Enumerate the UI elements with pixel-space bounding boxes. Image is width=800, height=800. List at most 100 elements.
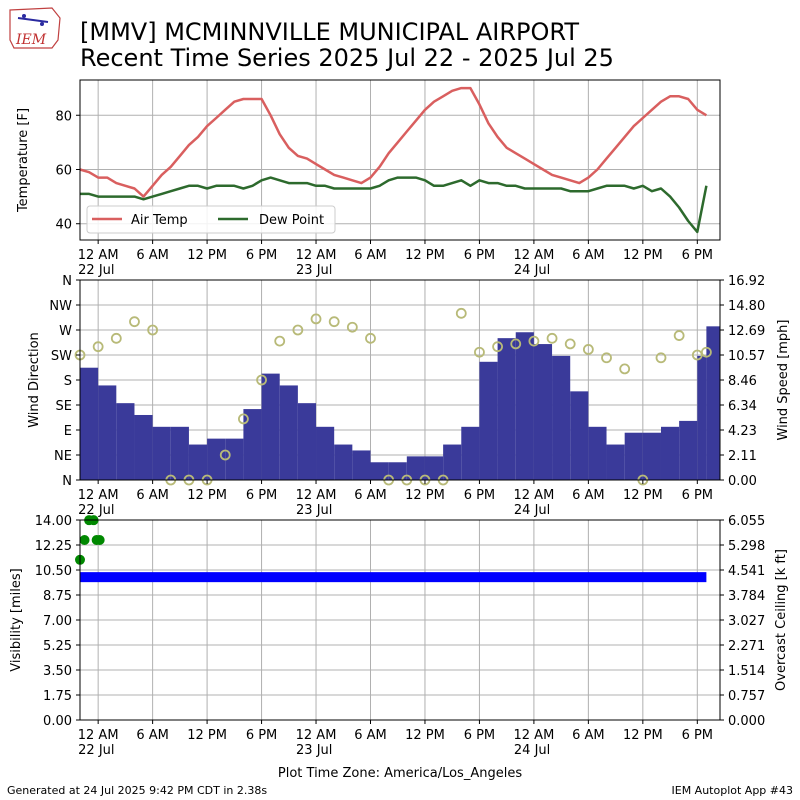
x-tick-label: 12 AM xyxy=(78,248,119,263)
speed-tick-label: 0.00 xyxy=(728,474,757,489)
wind-speed-bar xyxy=(706,326,720,480)
time-zone-xlabel: Plot Time Zone: America/Los_Angeles xyxy=(278,766,522,781)
x-tick-label: 12 PM xyxy=(405,248,445,263)
ceiling-tick-label: 6.055 xyxy=(728,514,765,529)
x-tick-label: 12 AM xyxy=(514,728,555,743)
visibility-tick-label: 5.25 xyxy=(43,639,72,654)
speed-tick-label: 8.46 xyxy=(728,374,757,389)
direction-tick-label: NW xyxy=(49,299,72,314)
direction-tick-label: N xyxy=(62,274,72,289)
direction-tick-label: NE xyxy=(54,449,72,464)
x-tick-label: 6 AM xyxy=(572,248,605,263)
wind-speed-bar xyxy=(588,426,607,480)
x-tick-label: 12 PM xyxy=(623,248,663,263)
visibility-tick-label: 12.25 xyxy=(35,539,72,554)
wind-speed-bar xyxy=(225,438,244,480)
wind-speed-bar xyxy=(243,409,262,480)
wind-speed-bar xyxy=(679,420,698,480)
wind-speed-bar xyxy=(424,456,444,480)
x-tick-label: 6 PM xyxy=(682,488,713,503)
ceiling-tick-label: 2.271 xyxy=(728,639,765,654)
wind-direction-marker xyxy=(310,313,322,325)
direction-tick-label: SW xyxy=(51,349,72,364)
x-date-label: 22 Jul xyxy=(78,503,114,518)
visibility-tick-label: 7.00 xyxy=(43,614,72,629)
speed-tick-label: 12.69 xyxy=(728,324,765,339)
x-tick-label: 6 AM xyxy=(354,488,387,503)
wind-direction-marker xyxy=(147,324,159,336)
x-tick-label: 12 PM xyxy=(405,728,445,743)
wind-direction-marker xyxy=(346,321,358,333)
wind-direction-marker xyxy=(328,316,340,328)
visibility-tick-label: 3.50 xyxy=(43,664,72,679)
visibility-tick-label: 0.00 xyxy=(43,714,72,729)
wind-direction-marker xyxy=(564,338,576,350)
x-date-label: 22 Jul xyxy=(78,743,114,758)
ceiling-tick-label: 4.541 xyxy=(728,564,765,579)
x-tick-label: 12 PM xyxy=(623,488,663,503)
wind-speed-bar xyxy=(316,426,335,480)
x-date-label: 22 Jul xyxy=(78,263,114,278)
x-tick-label: 6 AM xyxy=(572,728,605,743)
ceiling-tick-label: 0.757 xyxy=(728,689,765,704)
visibility-tick-label: 8.75 xyxy=(43,589,72,604)
x-tick-label: 6 AM xyxy=(136,488,169,503)
wind-speed-bar xyxy=(570,391,589,480)
x-tick-label: 12 AM xyxy=(78,728,119,743)
wind-direction-marker xyxy=(365,332,376,344)
wind-direction-marker xyxy=(601,352,612,364)
x-tick-label: 12 PM xyxy=(187,248,227,263)
wind-direction-marker xyxy=(110,332,122,344)
ceiling-tick-label: 3.784 xyxy=(728,589,765,604)
x-tick-label: 6 PM xyxy=(246,488,277,503)
x-tick-label: 12 PM xyxy=(405,488,445,503)
wind-direction-marker xyxy=(528,335,540,347)
wind-speed-bar xyxy=(406,456,425,480)
wind-speed-bar xyxy=(334,444,353,480)
wind-speed-bar xyxy=(606,444,625,480)
speed-tick-label: 16.92 xyxy=(728,274,765,289)
ceiling-tick-label: 0.000 xyxy=(728,714,765,729)
ceiling-tick-label: 1.514 xyxy=(728,664,765,679)
direction-tick-label: N xyxy=(62,474,72,489)
wind-speed-bar xyxy=(352,450,371,480)
x-date-label: 23 Jul xyxy=(296,263,332,278)
wind-direction-marker xyxy=(582,344,594,355)
wind-direction-ylabel: Wind Direction xyxy=(27,332,42,428)
wind-speed-bar xyxy=(80,367,99,480)
iem-logo: IEM xyxy=(9,7,61,49)
wind-panel: N NE E SE S SW W NW N 0.00 2.11 4.23 6.34 8.46 10.57 1… xyxy=(27,274,791,518)
x-date-label: 23 Jul xyxy=(296,503,332,518)
x-tick-label: 6 PM xyxy=(464,728,495,743)
direction-tick-label: SE xyxy=(56,399,72,414)
wind-speed-bar xyxy=(188,444,208,480)
x-tick-label: 6 AM xyxy=(354,248,387,263)
temperature-ylabel: Temperature [F] xyxy=(16,108,31,213)
x-tick-label: 6 PM xyxy=(682,248,713,263)
x-tick-label: 12 AM xyxy=(514,248,555,263)
legend-box xyxy=(86,205,336,234)
title-line-1: [MMV] MCMINNVILLE MUNICIPAL AIRPORT xyxy=(80,18,579,46)
logo-text: IEM xyxy=(15,32,47,48)
x-tick-label: 6 PM xyxy=(464,488,495,503)
wind-direction-marker xyxy=(292,324,304,336)
temperature-axes-frame xyxy=(79,79,721,241)
wind-speed-ylabel: Wind Speed [mph] xyxy=(776,320,791,441)
x-tick-label: 12 PM xyxy=(187,488,227,503)
wind-direction-marker xyxy=(474,346,485,358)
wind-direction-marker xyxy=(219,449,231,461)
x-tick-label: 12 PM xyxy=(187,728,227,743)
app-footer: IEM Autoplot App #43 xyxy=(672,784,794,797)
wind-direction-marker xyxy=(673,330,685,341)
wind-direction-marker xyxy=(546,332,558,344)
wind-direction-marker xyxy=(455,307,467,319)
ceiling-ylabel: Overcast Ceiling [k ft] xyxy=(774,549,789,691)
wind-speed-bar xyxy=(497,338,516,480)
x-tick-label: 6 AM xyxy=(572,488,605,503)
wind-direction-marker xyxy=(492,341,503,353)
wind-direction-marker xyxy=(619,363,631,375)
x-tick-label: 6 AM xyxy=(136,248,169,263)
wind-speed-bar xyxy=(697,355,707,480)
x-tick-label: 12 AM xyxy=(78,488,119,503)
